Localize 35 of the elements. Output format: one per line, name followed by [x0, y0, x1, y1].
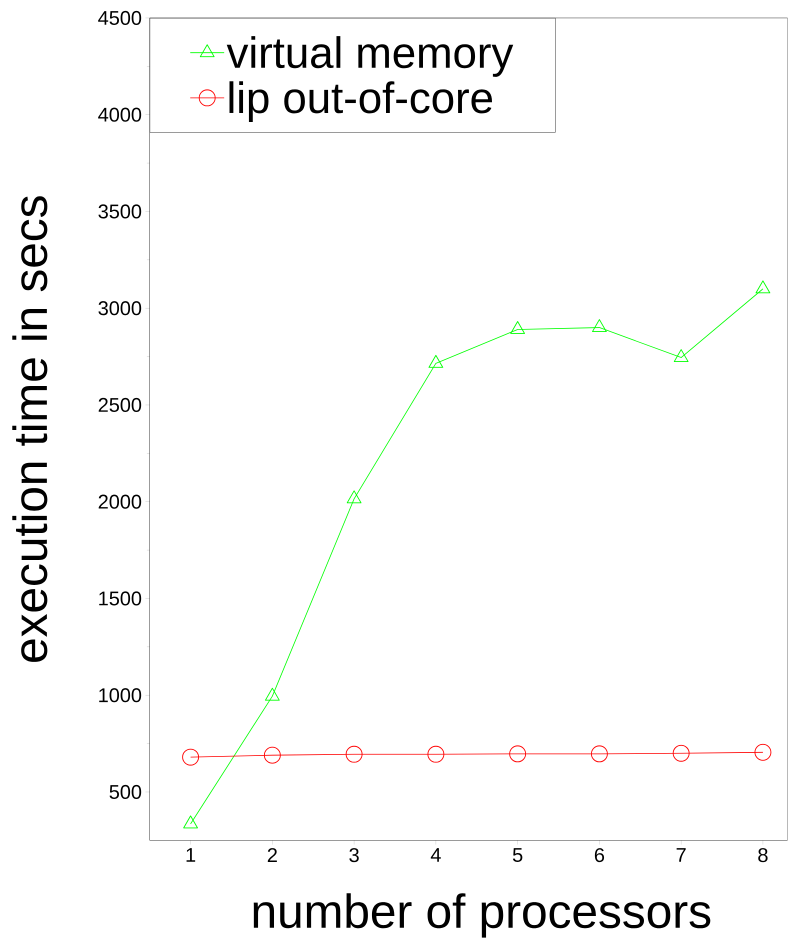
x-axis-title: number of processors [254, 893, 710, 938]
point [428, 746, 444, 763]
point [592, 319, 607, 332]
x-tick-label: 8 [758, 848, 768, 862]
y-tick-label: 3000 [98, 301, 142, 316]
point [672, 744, 690, 762]
legend-label: virtual memory [226, 36, 514, 77]
y-tick-label: 4500 [98, 10, 142, 25]
y-axis-title: execution time in secs [12, 196, 48, 662]
x-tick-label: 7 [676, 848, 686, 862]
point [591, 745, 608, 762]
x-tick-label: 1 [186, 848, 196, 862]
point [346, 490, 362, 504]
point [264, 746, 281, 764]
legend-label: lip out-of-core [230, 81, 492, 122]
y-tick-label: 1500 [99, 591, 142, 606]
y-tick-label: 4000 [98, 108, 142, 122]
x-tick-label: 6 [595, 848, 604, 862]
y-tick-label: 2000 [98, 494, 142, 509]
y-tick-label: 1000 [99, 688, 142, 702]
point [428, 354, 444, 368]
x-tick-label: 5 [513, 848, 523, 862]
point [182, 748, 200, 766]
point [510, 321, 526, 334]
point [674, 349, 689, 362]
y-tick-label: 500 [110, 784, 142, 799]
x-tick-label: 4 [430, 848, 441, 862]
point [756, 280, 770, 294]
x-tick-label: 3 [350, 848, 359, 862]
y-tick-label: 2500 [98, 398, 142, 412]
point [754, 744, 772, 761]
x-tick-label: 2 [268, 848, 278, 862]
point [509, 745, 526, 762]
y-tick-label: 3500 [98, 204, 142, 218]
point [346, 746, 363, 763]
